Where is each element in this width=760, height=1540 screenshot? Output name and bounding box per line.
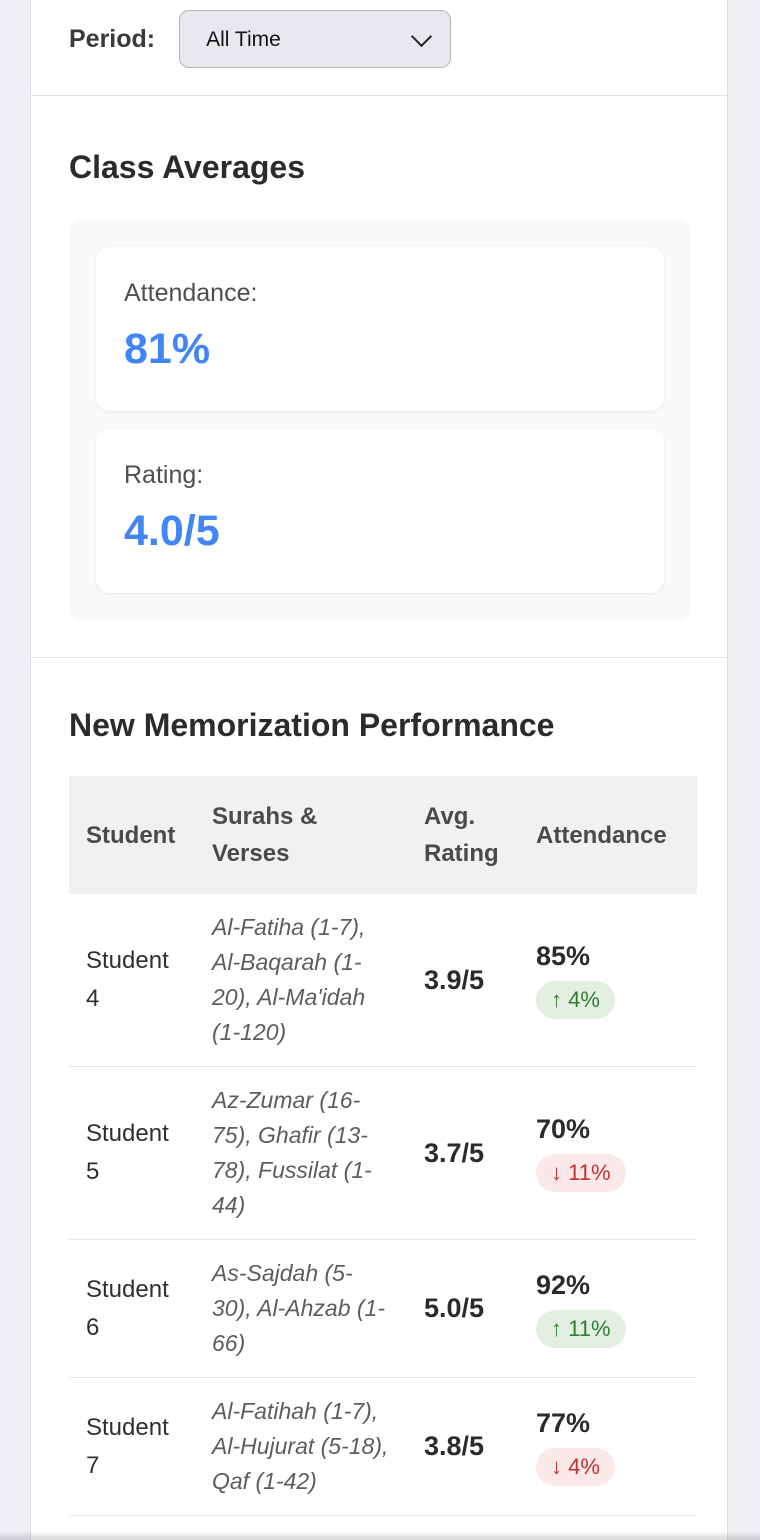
surahs-cell: Az-Zumar (16-75), Ghafir (13-78), Fussil… [196,1066,408,1240]
attendance-cell: 92% ↑ 11% [520,1239,697,1378]
avg-rating-cell: 5.0/5 [408,1239,520,1378]
avg-rating-cell: 3.8/5 [408,1377,520,1516]
performance-table: Student Surahs & Verses Avg. Rating Atte… [69,776,697,1516]
attendance-cell: 70% ↓ 11% [520,1066,697,1240]
table-row: Student 6 As-Sajdah (5-30), Al-Ahzab (1-… [69,1239,697,1378]
surahs-cell: Al-Fatiha (1-7), Al-Baqarah (1-20), Al-M… [196,894,408,1067]
column-header-student: Student [69,776,196,894]
attendance-value: 70% [536,1114,591,1144]
table-row: Student 5 Az-Zumar (16-75), Ghafir (13-7… [69,1066,697,1240]
attendance-stat-card: Attendance: 81% [96,247,664,411]
attendance-value: 92% [536,1269,591,1300]
student-cell: Student 6 [69,1239,196,1378]
surahs-cell: As-Sajdah (5-30), Al-Ahzab (1-66) [196,1239,408,1378]
attendance-value: 77% [536,1407,591,1438]
rating-stat-value: 4.0/5 [124,507,220,555]
table-row: Student 7 Al-Fatihah (1-7), Al-Hujurat (… [69,1377,697,1516]
trend-pill-up: ↑ 4% [536,981,615,1019]
table-row: Student 4 Al-Fatiha (1-7), Al-Baqarah (1… [69,894,697,1067]
trend-pill-up: ↑ 11% [536,1309,626,1348]
attendance-stat-value: 81% [124,325,211,373]
period-select[interactable]: All Time [179,10,452,68]
trend-pill-down: ↓ 4% [536,1447,615,1486]
rating-stat-label: Rating: [124,461,204,489]
period-filter-row: Period: All Time [31,0,727,96]
student-cell: Student 7 [69,1377,196,1516]
surahs-cell: Al-Fatihah (1-7), Al-Hujurat (5-18), Qaf… [196,1377,408,1516]
performance-table-body: Student 4 Al-Fatiha (1-7), Al-Baqarah (1… [69,894,697,1516]
table-header-row: Student Surahs & Verses Avg. Rating Atte… [69,776,697,894]
avg-rating-cell: 3.7/5 [408,1066,520,1240]
attendance-cell: 77% ↓ 4% [520,1377,697,1516]
period-select-wrap: All Time [179,10,452,68]
rating-stat-card: Rating: 4.0/5 [96,429,664,593]
period-label: Period: [69,24,156,53]
content-panel: Period: All Time Class Averages Attendan… [30,0,728,1540]
trend-pill-down: ↓ 11% [536,1154,626,1192]
performance-title: New Memorization Performance [69,707,555,743]
avg-rating-cell: 3.9/5 [408,894,520,1067]
student-cell: Student 4 [69,894,196,1067]
attendance-value: 85% [536,941,591,971]
class-averages-section: Class Averages Attendance: 81% Rating: 4… [31,96,727,658]
column-header-rating: Avg. Rating [408,776,520,894]
column-header-attendance: Attendance [520,776,697,894]
attendance-stat-label: Attendance: [124,279,258,307]
performance-section: New Memorization Performance Student Sur… [31,658,727,1516]
student-cell: Student 5 [69,1066,196,1240]
averages-box: Attendance: 81% Rating: 4.0/5 [69,219,691,621]
class-averages-title: Class Averages [69,149,305,185]
bottom-shadow-edge [0,1531,760,1540]
attendance-cell: 85% ↑ 4% [520,894,697,1067]
column-header-surahs: Surahs & Verses [196,776,408,894]
